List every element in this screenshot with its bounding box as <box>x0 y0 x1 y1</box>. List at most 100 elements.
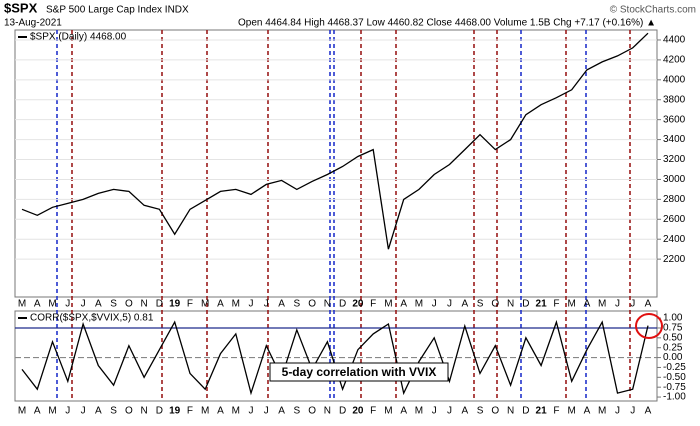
x-tick-label: F <box>553 299 559 310</box>
x-tick-label: O <box>491 299 499 310</box>
signal-lines <box>56 30 631 401</box>
x-tick-label: M <box>48 299 56 310</box>
quote: Open 4464.84 High 4468.37 Low 4460.82 Cl… <box>238 18 656 29</box>
x-tick-label: J <box>65 406 70 417</box>
y-tick-label: 2800 <box>663 194 686 205</box>
x-tick-label: J <box>432 299 437 310</box>
x-tick-label: A <box>278 406 285 417</box>
date: 13-Aug-2021 <box>4 18 62 29</box>
y-tick-label: 3400 <box>663 134 686 145</box>
x-tick-label: D <box>522 299 529 310</box>
x-tick-label: A <box>34 299 41 310</box>
x-tick-label: A <box>584 406 591 417</box>
upper-panel <box>14 29 658 298</box>
x-tick-label: O <box>125 406 133 417</box>
x-tick-label: A <box>217 299 224 310</box>
x-tick-label: N <box>141 299 148 310</box>
x-tick-label: M <box>48 406 56 417</box>
y-tick-label: 0.75 <box>663 323 683 334</box>
y-tick-label: 4200 <box>663 55 686 66</box>
x-tick-label: J <box>81 406 86 417</box>
symbol: $SPX <box>4 0 38 15</box>
x-tick-label: A <box>461 299 468 310</box>
x-tick-label: A <box>400 406 407 417</box>
x-tick-label: J <box>447 299 452 310</box>
x-tick-label: A <box>584 299 591 310</box>
x-tick-label: M <box>18 406 26 417</box>
x-tick-label: M <box>232 406 240 417</box>
x-tick-label: M <box>201 406 209 417</box>
x-tick-label: J <box>447 406 452 417</box>
x-tick-label: M <box>232 299 240 310</box>
y-tick-label: -0.75 <box>663 382 686 393</box>
x-tick-label: A <box>34 406 41 417</box>
x-tick-label: J <box>630 299 635 310</box>
y-tick-label: -1.00 <box>663 392 686 403</box>
x-tick-label: 21 <box>536 299 548 310</box>
x-tick-label: M <box>567 406 575 417</box>
price-line <box>21 32 649 250</box>
x-tick-label: S <box>477 406 484 417</box>
x-tick-label: J <box>615 406 620 417</box>
x-tick-label: 20 <box>352 406 364 417</box>
x-tick-label: M <box>384 406 392 417</box>
x-tick-label: N <box>324 406 331 417</box>
lower-panel <box>14 310 658 402</box>
legend: $SPX (Daily) 4468.00 <box>30 32 127 43</box>
y-tick-label: 2400 <box>663 234 686 245</box>
x-tick-label: O <box>308 299 316 310</box>
x-tick-label: J <box>615 299 620 310</box>
x-tick-label: D <box>156 406 163 417</box>
x-tick-label: F <box>187 299 193 310</box>
x-tick-label: M <box>567 299 575 310</box>
x-tick-label: A <box>645 406 652 417</box>
x-tick-label: 19 <box>169 299 181 310</box>
x-tick-label: S <box>293 406 300 417</box>
x-tick-label: M <box>18 299 26 310</box>
x-tick-label: A <box>95 299 102 310</box>
x-tick-label: J <box>249 299 254 310</box>
x-tick-label: M <box>415 406 423 417</box>
x-tick-label: M <box>384 299 392 310</box>
y-tick-label: 3000 <box>663 174 686 185</box>
x-tick-label: J <box>630 406 635 417</box>
y-tick-label: -0.25 <box>663 362 686 373</box>
x-tick-label: A <box>645 299 652 310</box>
x-tick-label: S <box>110 406 117 417</box>
y-tick-label: 4400 <box>663 35 686 46</box>
x-tick-label: O <box>308 406 316 417</box>
x-tick-label: A <box>278 299 285 310</box>
x-tick-label: F <box>370 299 376 310</box>
y-tick-label: 3600 <box>663 114 686 125</box>
x-tick-label: J <box>264 299 269 310</box>
legend: CORR($SPX,$VVIX,5) 0.81 <box>30 313 154 324</box>
x-tick-label: J <box>249 406 254 417</box>
x-tick-label: 20 <box>352 299 364 310</box>
y-tick-label: 1.00 <box>663 313 683 324</box>
index-name: S&P 500 Large Cap Index INDX <box>46 5 189 16</box>
x-tick-label: J <box>432 406 437 417</box>
y-tick-label: 0.00 <box>663 352 683 363</box>
y-tick-label: 4000 <box>663 74 686 85</box>
x-tick-label: F <box>553 406 559 417</box>
x-tick-label: 21 <box>536 406 548 417</box>
x-tick-label: S <box>477 299 484 310</box>
x-tick-label: A <box>400 299 407 310</box>
y-tick-label: 0.50 <box>663 332 683 343</box>
x-tick-label: N <box>141 406 148 417</box>
x-tick-label: F <box>370 406 376 417</box>
annotation-box <box>269 362 449 382</box>
x-tick-label: D <box>339 406 346 417</box>
x-tick-label: A <box>217 406 224 417</box>
x-tick-label: F <box>187 406 193 417</box>
x-tick-label: A <box>461 406 468 417</box>
highlight-circle <box>635 313 663 339</box>
x-tick-label: S <box>293 299 300 310</box>
x-tick-label: S <box>110 299 117 310</box>
x-tick-label: J <box>65 299 70 310</box>
x-tick-label: N <box>324 299 331 310</box>
y-tick-label: 2600 <box>663 214 686 225</box>
x-tick-label: D <box>156 299 163 310</box>
y-tick-label: 0.25 <box>663 342 683 353</box>
